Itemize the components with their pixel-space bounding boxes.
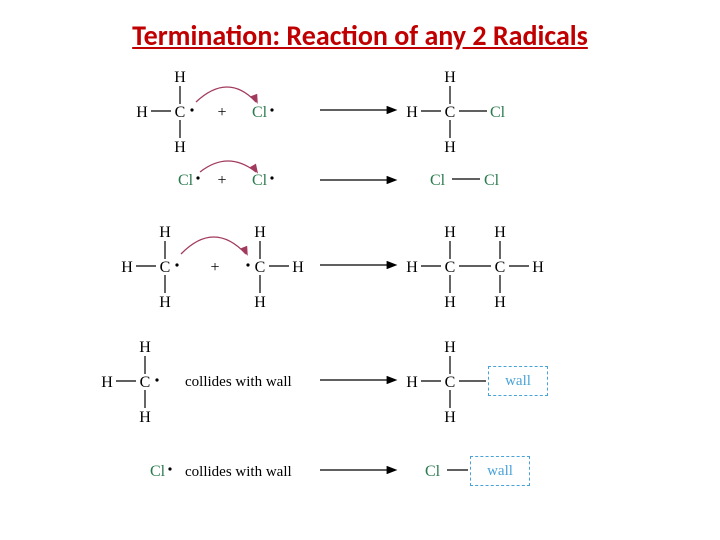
svg-text:C: C <box>140 374 151 391</box>
row2-reactants: Cl + Cl <box>178 172 274 189</box>
svg-text:C: C <box>445 374 456 391</box>
row1-curved-arrow <box>196 87 256 102</box>
svg-text:H: H <box>139 339 151 356</box>
row4-reactant-methyl: C H H H <box>101 339 158 426</box>
svg-text:H: H <box>494 294 506 311</box>
svg-text:C: C <box>445 104 456 121</box>
svg-text:H: H <box>444 409 456 426</box>
svg-text:H: H <box>444 224 456 241</box>
svg-text:Cl: Cl <box>150 463 166 480</box>
svg-text:H: H <box>444 139 456 156</box>
svg-text:H: H <box>136 104 148 121</box>
row1-plus: + <box>217 104 226 121</box>
row1-product: C H H H Cl <box>406 69 505 156</box>
svg-text:C: C <box>445 259 456 276</box>
svg-text:C: C <box>175 104 186 121</box>
svg-text:H: H <box>101 374 113 391</box>
svg-text:H: H <box>444 69 456 86</box>
row4-wall-box: wall <box>488 366 548 396</box>
svg-text:H: H <box>444 294 456 311</box>
slide: Termination: Reaction of any 2 Radicals … <box>0 0 720 540</box>
row5-reactant-cl: Cl <box>150 463 172 480</box>
svg-text:H: H <box>406 374 418 391</box>
row2-product: Cl Cl <box>430 172 500 189</box>
svg-text:H: H <box>406 104 418 121</box>
row5-collides-text: collides with wall <box>185 464 292 480</box>
row3-reactant-methyl1: C H H H <box>121 224 178 311</box>
svg-text:Cl: Cl <box>484 172 500 189</box>
svg-text:H: H <box>254 224 266 241</box>
svg-text:C: C <box>255 259 266 276</box>
svg-text:Cl: Cl <box>430 172 446 189</box>
svg-text:Cl: Cl <box>252 104 268 121</box>
svg-text:H: H <box>159 224 171 241</box>
svg-text:H: H <box>494 224 506 241</box>
row3-curved-arrow <box>181 237 246 254</box>
row5-product: Cl <box>425 463 468 480</box>
row1-reactant-methyl: C H H H <box>136 69 193 156</box>
svg-text:H: H <box>139 409 151 426</box>
row1-reactant-cl: Cl <box>252 104 274 121</box>
svg-text:C: C <box>160 259 171 276</box>
row3-plus: + <box>210 259 219 276</box>
svg-text:H: H <box>121 259 133 276</box>
svg-text:C: C <box>495 259 506 276</box>
svg-text:H: H <box>254 294 266 311</box>
chemistry-diagram: C H H H + Cl C H H H <box>0 0 720 540</box>
svg-text:H: H <box>532 259 544 276</box>
svg-text:H: H <box>159 294 171 311</box>
svg-text:Cl: Cl <box>425 463 441 480</box>
svg-text:H: H <box>174 139 186 156</box>
svg-text:Cl: Cl <box>490 104 506 121</box>
row3-product: C H H H C H H H <box>406 224 544 311</box>
row5-wall-box: wall <box>470 456 530 486</box>
svg-text:H: H <box>406 259 418 276</box>
svg-text:H: H <box>174 69 186 86</box>
row4-product: C H H H <box>406 339 486 426</box>
svg-text:Cl: Cl <box>252 172 268 189</box>
row3-reactant-methyl2: C H H H <box>246 224 304 311</box>
row2-curved-arrow <box>200 161 256 172</box>
svg-text:H: H <box>444 339 456 356</box>
svg-text:+: + <box>217 172 226 189</box>
svg-text:H: H <box>292 259 304 276</box>
svg-text:Cl: Cl <box>178 172 194 189</box>
row4-collides-text: collides with wall <box>185 374 292 390</box>
